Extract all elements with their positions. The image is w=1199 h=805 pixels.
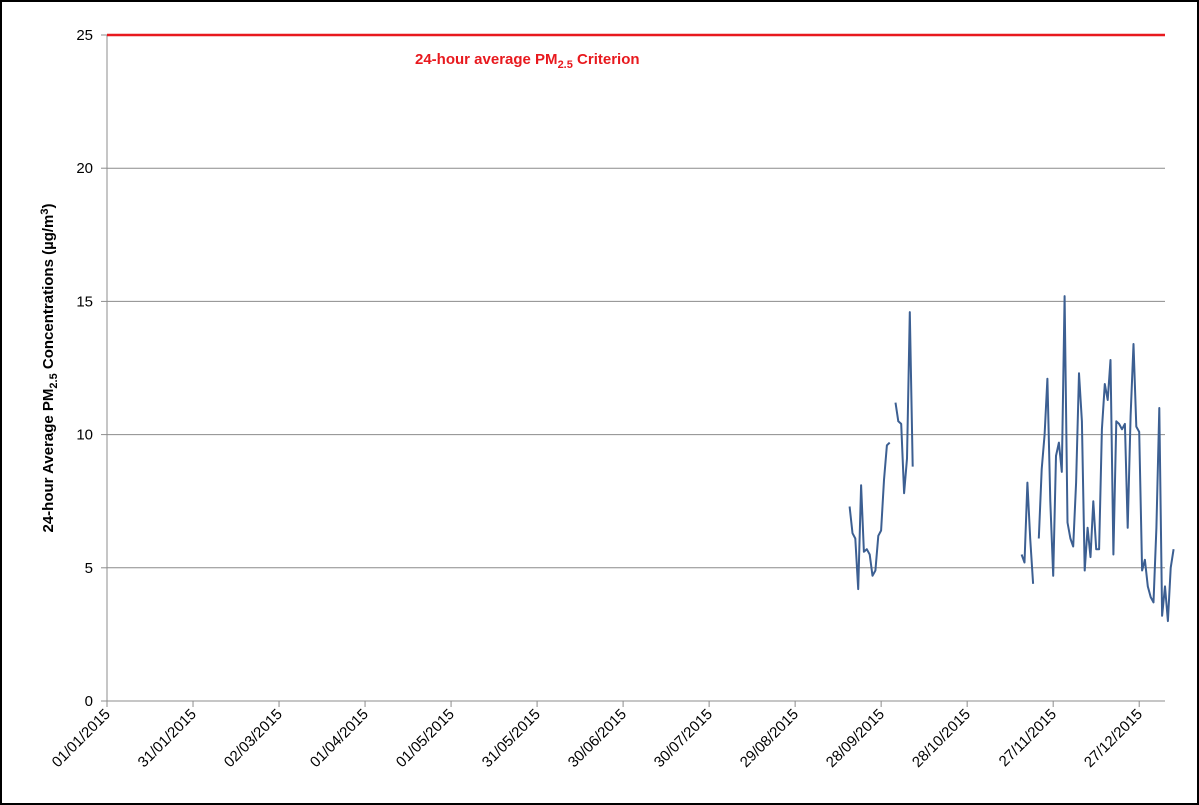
x-tick-label-9: 28/09/2015	[823, 706, 888, 771]
y-tick-label-5: 5	[85, 560, 93, 577]
series-0-segment-0	[848, 441, 891, 591]
y-tick-label-0: 0	[85, 693, 93, 710]
axes	[101, 34, 1165, 707]
x-tick-label-12: 27/12/2015	[1081, 706, 1146, 771]
y-axis-label: 24-hour Average PM2.5 Concentrations (µg…	[39, 203, 60, 532]
criterion: 24-hour average PM2.5 Criterion	[107, 33, 1165, 71]
y-axis-label-prefix: 24-hour Average PM	[40, 389, 57, 533]
series-0-segment-3	[1037, 295, 1175, 623]
x-tick-label-0: 01/01/2015	[49, 706, 114, 771]
x-tick-label-7: 30/07/2015	[651, 706, 716, 771]
y-axis-label-sub: 2.5	[48, 373, 60, 388]
y-tick-label-20: 20	[76, 160, 93, 177]
x-tick-label-3: 01/04/2015	[307, 706, 372, 771]
criterion-label-suffix: Criterion	[573, 51, 640, 68]
y-tick-label-10: 10	[76, 427, 93, 444]
x-tick-label-11: 27/11/2015	[996, 706, 1060, 770]
gridlines	[107, 34, 1165, 569]
x-tick-label-4: 01/05/2015	[393, 706, 458, 771]
series-0-segment-2	[1020, 481, 1035, 584]
criterion-label-prefix: 24-hour average PM	[415, 51, 558, 68]
x-tick-label-1: 31/01/2015	[135, 706, 200, 771]
x-tick-label-2: 02/03/2015	[221, 706, 286, 771]
y-tick-labels: 0 5 10 15 20 25	[76, 27, 93, 710]
x-tick-label-10: 28/10/2015	[909, 706, 974, 771]
series-0-segment-1	[894, 311, 914, 495]
pm25-series	[848, 295, 1175, 623]
x-tick-label-5: 31/05/2015	[479, 706, 544, 771]
y-axis-label-sup: 3	[39, 208, 51, 214]
x-tick-label-6: 30/06/2015	[565, 706, 630, 771]
y-axis-label-suffix: Concentrations (µg/m	[40, 215, 57, 374]
x-tick-labels: 01/01/2015 31/01/2015 02/03/2015 01/04/2015…	[49, 706, 1146, 771]
criterion-label-sub: 2.5	[558, 59, 573, 71]
y-tick-label-15: 15	[76, 293, 93, 310]
criterion-label: 24-hour average PM2.5 Criterion	[415, 51, 640, 71]
y-tick-label-25: 25	[76, 27, 93, 44]
x-tick-label-8: 29/08/2015	[737, 706, 802, 771]
y-axis-label-close: )	[40, 203, 57, 208]
